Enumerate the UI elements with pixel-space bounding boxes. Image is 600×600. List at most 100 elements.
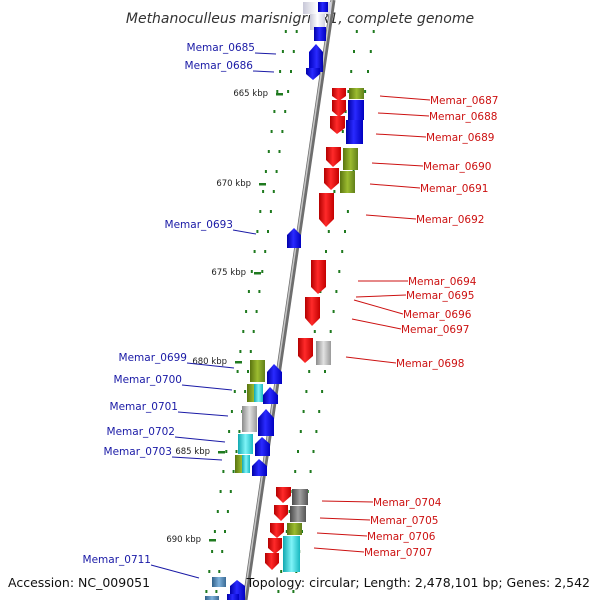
gene-label: Memar_0704 xyxy=(373,497,442,509)
leader-line xyxy=(171,456,223,461)
reverse-gene-arrow xyxy=(305,297,320,326)
track-dots xyxy=(205,30,375,593)
reverse-gene-arrow xyxy=(276,487,291,503)
gene-label: Memar_0687 xyxy=(430,95,498,107)
scale-label: 680 kbp xyxy=(192,357,227,367)
track-dot xyxy=(325,250,327,253)
track-dot xyxy=(299,430,302,433)
track-dot xyxy=(238,430,241,433)
accession-text: Accession: NC_009051 xyxy=(8,575,150,590)
track-dot xyxy=(269,210,272,213)
scale-tick xyxy=(218,451,225,454)
genome-summary-text: Topology: circular; Length: 2,478,101 bp… xyxy=(246,575,590,590)
track-dot xyxy=(264,170,267,173)
leader-line xyxy=(150,564,200,579)
gene-label: Memar_0698 xyxy=(396,358,464,370)
gene-label: Memar_0685 xyxy=(187,42,255,54)
cog-block xyxy=(292,489,308,505)
leader-line xyxy=(232,229,257,235)
scale-label: 675 kbp xyxy=(211,268,246,278)
track-dot xyxy=(247,290,250,293)
track-dot xyxy=(295,30,298,33)
reverse-gene-arrow xyxy=(311,260,326,294)
track-dot xyxy=(222,470,225,473)
right-gene-labels: Memar_0687 Memar_0688 Memar_0689 Memar_0690… xyxy=(313,95,498,559)
track-dot xyxy=(215,590,218,593)
cog-block xyxy=(316,341,331,365)
track-dot xyxy=(276,90,279,93)
scale-label: 685 kbp xyxy=(175,447,210,457)
reverse-gene-arrow xyxy=(319,193,334,227)
gene-label: Memar_0700 xyxy=(114,374,182,386)
gene-label: Memar_0705 xyxy=(370,515,438,527)
track-dot xyxy=(364,90,367,93)
leader-line xyxy=(181,384,233,391)
track-dot xyxy=(211,550,214,553)
track-dot xyxy=(256,230,259,233)
track-dot xyxy=(302,410,305,413)
leader-line xyxy=(254,52,277,55)
forward-gene-arrow xyxy=(252,459,267,476)
track-dot xyxy=(327,230,330,233)
track-dot xyxy=(290,70,292,73)
scale-tick xyxy=(276,93,283,96)
track-dot xyxy=(315,430,318,433)
track-dot xyxy=(332,310,335,313)
track-dot xyxy=(247,370,249,373)
reverse-gene-arrow xyxy=(274,505,288,521)
track-dot xyxy=(350,70,353,73)
forward-gene-arrow xyxy=(287,228,301,248)
track-dot xyxy=(277,590,280,593)
gene-label: Memar_0696 xyxy=(403,309,472,321)
track-dot xyxy=(333,190,336,193)
track-dot xyxy=(321,390,324,393)
cog-block xyxy=(346,120,363,144)
leader-line xyxy=(365,214,417,220)
track-dot xyxy=(272,190,275,193)
leader-line xyxy=(355,294,407,298)
track-dot xyxy=(250,270,253,273)
track-dot xyxy=(281,50,284,53)
track-dot xyxy=(229,490,232,493)
cog-block xyxy=(205,596,219,600)
track-dot xyxy=(244,390,247,393)
cog-block xyxy=(250,360,265,382)
backbone-highlight xyxy=(243,0,333,600)
cog-block xyxy=(343,148,358,170)
cog-block xyxy=(290,506,306,522)
track-dot xyxy=(308,370,311,373)
track-dot xyxy=(344,110,347,113)
track-dot xyxy=(236,370,239,373)
left-gene-labels: Memar_0685 Memar_0686 Memar_0693 Memar_0699… xyxy=(83,42,277,579)
track-dot xyxy=(275,170,278,173)
track-dot xyxy=(267,150,270,153)
track-dot xyxy=(329,330,332,333)
reverse-gene-arrow xyxy=(265,553,279,570)
gene-label: Memar_0703 xyxy=(104,446,172,458)
cog-block xyxy=(238,434,253,454)
track-dot xyxy=(213,530,216,533)
track-dot xyxy=(270,130,273,133)
track-dot xyxy=(225,450,228,453)
track-dot xyxy=(219,490,222,493)
leader-line xyxy=(377,112,430,117)
track-dot xyxy=(355,30,358,33)
cog-block xyxy=(283,536,300,572)
leader-line xyxy=(174,436,226,443)
track-dot xyxy=(216,510,219,513)
track-dot xyxy=(262,190,265,193)
gene-label: Memar_0706 xyxy=(367,531,436,543)
gene-label: Memar_0689 xyxy=(426,132,494,144)
leader-line xyxy=(321,500,374,503)
forward-gene-arrow xyxy=(267,364,282,384)
track-dot xyxy=(369,50,372,53)
track-dot xyxy=(280,570,283,573)
scale-tick xyxy=(259,183,266,186)
track-dot xyxy=(287,90,290,93)
scale-tick xyxy=(209,539,216,542)
leader-line xyxy=(319,517,371,521)
track-dot xyxy=(205,590,208,593)
gene-label: Memar_0711 xyxy=(83,554,151,566)
gene-label: Memar_0693 xyxy=(165,219,233,231)
track-dot xyxy=(255,310,258,313)
